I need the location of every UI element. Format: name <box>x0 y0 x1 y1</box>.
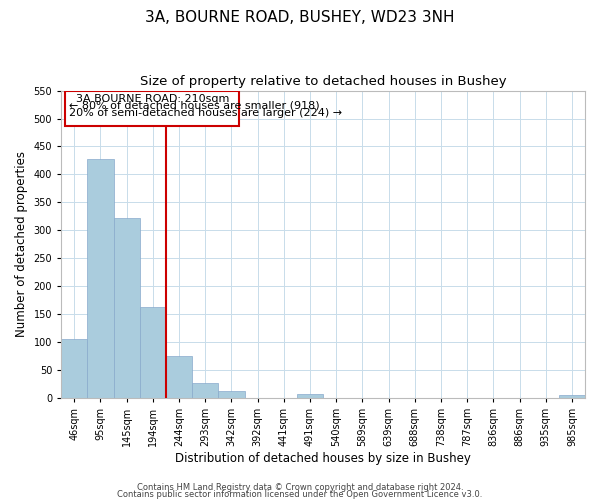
Text: 20% of semi-detached houses are larger (224) →: 20% of semi-detached houses are larger (… <box>69 108 342 118</box>
Text: 3A, BOURNE ROAD, BUSHEY, WD23 3NH: 3A, BOURNE ROAD, BUSHEY, WD23 3NH <box>145 10 455 25</box>
Text: Contains HM Land Registry data © Crown copyright and database right 2024.: Contains HM Land Registry data © Crown c… <box>137 484 463 492</box>
Bar <box>88 159 113 398</box>
Text: ← 80% of detached houses are smaller (918): ← 80% of detached houses are smaller (91… <box>69 100 320 110</box>
Title: Size of property relative to detached houses in Bushey: Size of property relative to detached ho… <box>140 75 506 88</box>
Bar <box>166 356 192 398</box>
Bar <box>559 395 585 398</box>
Bar <box>113 218 140 398</box>
FancyBboxPatch shape <box>65 90 239 126</box>
Text: 3A BOURNE ROAD: 210sqm: 3A BOURNE ROAD: 210sqm <box>76 94 229 104</box>
Bar <box>192 383 218 398</box>
Bar <box>218 391 245 398</box>
Text: Contains public sector information licensed under the Open Government Licence v3: Contains public sector information licen… <box>118 490 482 499</box>
Bar <box>140 307 166 398</box>
Bar <box>61 340 88 398</box>
Bar <box>297 394 323 398</box>
Y-axis label: Number of detached properties: Number of detached properties <box>15 152 28 338</box>
X-axis label: Distribution of detached houses by size in Bushey: Distribution of detached houses by size … <box>175 452 471 465</box>
